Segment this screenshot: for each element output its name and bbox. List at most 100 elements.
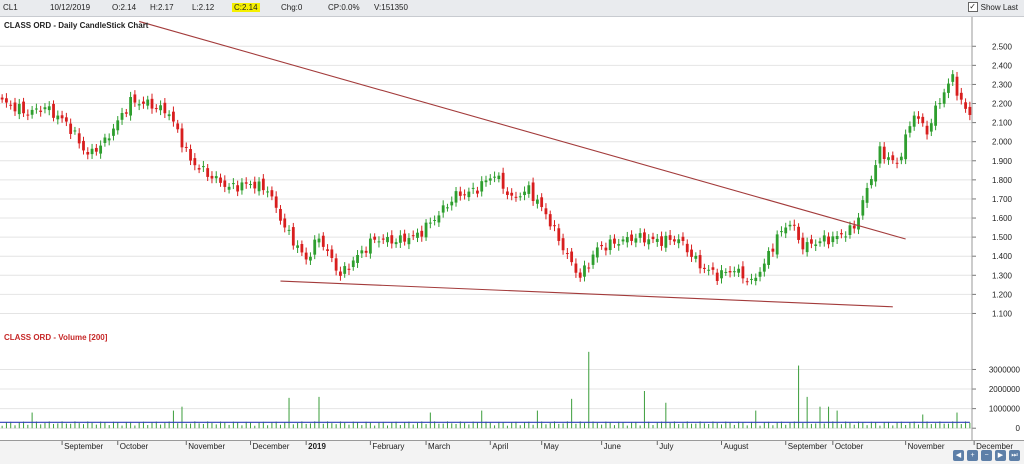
candle-body (595, 247, 599, 258)
volume-chart-pane[interactable]: 3000000 2000000 1000000 0 CLASS ORD - Volum… (0, 330, 1024, 441)
price-chart-canvas[interactable]: 2.500 2.400 2.300 2.200 2.100 2.000 1.900 1.800… (0, 17, 1024, 330)
candle-body (249, 184, 252, 186)
candle-body (484, 180, 488, 183)
candle-body (69, 123, 73, 134)
candle-body (895, 162, 899, 164)
candle-body (373, 236, 377, 240)
y-tick-label: 1.500 (992, 233, 1013, 242)
candle-body (694, 255, 698, 259)
candle-body (587, 267, 591, 269)
resistance-trendline (139, 20, 906, 240)
price-chart-pane[interactable]: 2.500 2.400 2.300 2.200 2.100 2.000 1.900 1.800… (0, 17, 1024, 331)
candle-body (750, 278, 753, 280)
candle-body (364, 250, 368, 253)
candle-body (73, 130, 77, 132)
candle-body (728, 271, 732, 273)
candle-body (583, 265, 586, 277)
y-tick-label: 2.200 (992, 100, 1013, 109)
candle-body (30, 109, 34, 115)
candle-body (565, 253, 569, 255)
zoom-in-icon[interactable]: + (967, 450, 978, 461)
candle-body (411, 235, 415, 237)
candle-body (266, 191, 270, 193)
candle-body (343, 266, 347, 274)
candle-body (822, 235, 826, 242)
candle-body (638, 233, 642, 238)
candle-body (878, 146, 882, 164)
x-tick-label: November (908, 442, 945, 451)
candle-body (60, 115, 64, 119)
candle-body (321, 235, 325, 247)
candle-body (724, 271, 728, 273)
date-axis-canvas: September October November December 2019 Febr… (61, 441, 1013, 451)
candle-body (527, 185, 531, 194)
candle-body (951, 74, 955, 82)
candle-body (574, 263, 578, 273)
y-tick-label: 3000000 (989, 365, 1021, 374)
candle-body (681, 236, 685, 241)
candle-body (227, 186, 231, 190)
candle-body (664, 235, 668, 248)
candle-body (398, 235, 402, 243)
quote-toolbar: CL1 10/12/2019 O:2.14 H:2.17 L:2.12 C:2.… (0, 0, 1024, 17)
candle-body (570, 251, 574, 263)
volume-value: V:151350 (374, 3, 408, 12)
candle-body (690, 249, 693, 257)
candle-body (107, 138, 111, 141)
candle-body (715, 272, 719, 281)
close-value: C:2.14 (232, 3, 260, 12)
candle-body (561, 238, 565, 251)
candle-body (942, 92, 946, 104)
candle-body (540, 197, 544, 208)
candle-body (771, 248, 775, 252)
y-tick-label: 1.100 (992, 309, 1013, 318)
candle-body (938, 103, 942, 105)
candle-body (741, 266, 745, 279)
candle-body (578, 272, 582, 278)
x-tick-label: May (544, 442, 559, 451)
candle-body (467, 191, 471, 198)
candle-body (497, 175, 501, 180)
candle-body (488, 178, 492, 181)
zoom-out-icon[interactable]: − (981, 450, 992, 461)
candle-body (356, 255, 359, 263)
candle-body (184, 146, 188, 148)
candle-body (86, 152, 90, 155)
candle-body (176, 123, 180, 130)
low-value: L:2.12 (192, 3, 215, 12)
candle-body (840, 233, 843, 235)
candle-body (334, 258, 338, 271)
candle-body (454, 191, 458, 203)
candle-body (274, 196, 278, 208)
candle-body (231, 183, 235, 185)
show-last-toggle[interactable]: ✓ Show Last (967, 2, 1018, 12)
volume-chart-canvas[interactable]: 3000000 2000000 1000000 0 (0, 330, 1024, 440)
candle-body (887, 157, 890, 160)
candle-body (13, 102, 17, 112)
candle-body (326, 249, 329, 251)
y-tick-label: 2.100 (992, 119, 1013, 128)
candle-body (869, 179, 873, 186)
y-tick-label: 1.700 (992, 195, 1013, 204)
candle-body (351, 260, 355, 268)
show-last-checkbox[interactable]: ✓ (967, 2, 978, 12)
x-tick-label: December (976, 442, 1013, 451)
candle-body (814, 244, 818, 246)
candle-body (711, 267, 715, 270)
candle-body (253, 181, 257, 189)
x-tick-label: July (659, 442, 673, 451)
candle-body (702, 267, 706, 269)
candle-body (698, 255, 702, 269)
arrow-end-icon[interactable]: ⏭ (1009, 450, 1020, 461)
arrow-left-icon[interactable]: ◀ (953, 450, 964, 461)
y-tick-label: 1000000 (989, 405, 1021, 414)
candle-body (737, 268, 741, 273)
candle-body (707, 269, 711, 271)
arrow-right-icon[interactable]: ▶ (995, 450, 1006, 461)
candle-body (261, 178, 265, 191)
candle-body (167, 114, 171, 117)
candle-body (424, 222, 428, 238)
candle-body (82, 140, 85, 151)
candle-body (968, 106, 972, 115)
candle-body (279, 208, 282, 221)
